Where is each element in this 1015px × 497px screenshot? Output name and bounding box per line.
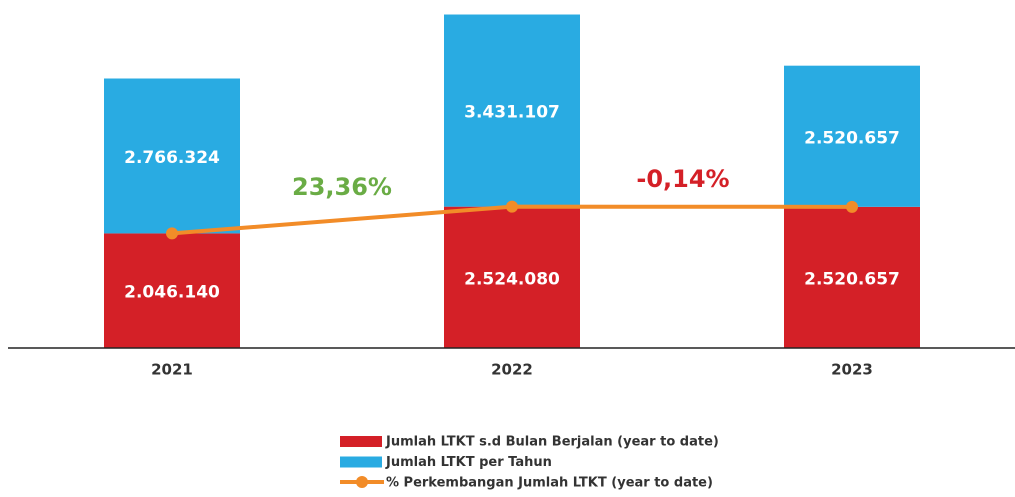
legend-swatch xyxy=(340,456,382,468)
annotation: -0,14% xyxy=(636,165,729,193)
value-label: 2.520.657 xyxy=(804,128,900,148)
line-marker xyxy=(506,200,518,213)
x-tick-label: 2021 xyxy=(151,361,193,379)
bar xyxy=(444,14,580,207)
line-marker xyxy=(846,200,858,213)
legend-swatch xyxy=(340,436,382,447)
x-tick-label: 2022 xyxy=(491,361,533,379)
legend-label: % Perkembangan Jumlah LTKT (year to date… xyxy=(386,476,713,491)
annotation: 23,36% xyxy=(292,173,392,201)
line-marker xyxy=(166,227,178,240)
legend-label: Jumlah LTKT s.d Bulan Berjalan (year to … xyxy=(385,435,719,450)
bar xyxy=(784,206,920,348)
value-label: 3.431.107 xyxy=(464,103,560,123)
bar xyxy=(784,65,920,207)
bar xyxy=(444,206,580,348)
value-label: 2.766.324 xyxy=(124,148,220,168)
legend-label: Jumlah LTKT per Tahun xyxy=(385,455,552,470)
bar xyxy=(104,233,240,348)
bar xyxy=(104,78,240,234)
value-label: 2.046.140 xyxy=(124,283,220,303)
value-label: 2.520.657 xyxy=(804,269,900,289)
x-tick-label: 2023 xyxy=(831,361,873,379)
legend-swatch xyxy=(356,476,368,488)
value-label: 2.524.080 xyxy=(464,269,560,289)
